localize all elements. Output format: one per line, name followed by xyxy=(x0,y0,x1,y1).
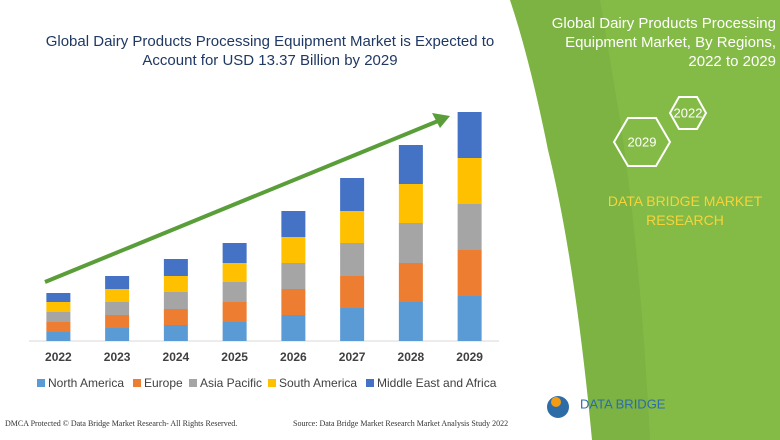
legend-label: Middle East and Africa xyxy=(377,376,497,390)
hex-label: 2029 xyxy=(628,134,657,149)
hexagon xyxy=(612,117,672,167)
bar-segment xyxy=(457,204,482,250)
bar-segment xyxy=(398,184,423,223)
x-tick-label: 2022 xyxy=(45,350,72,364)
bar-segment xyxy=(105,276,130,289)
x-tick-label: 2023 xyxy=(104,350,131,364)
bar-segment xyxy=(340,243,365,276)
bar-segment xyxy=(46,312,71,322)
bar-segment xyxy=(222,302,247,322)
bar-segment xyxy=(46,322,71,332)
x-tick-label: 2024 xyxy=(163,350,190,364)
side-panel-shade xyxy=(600,0,780,440)
bar-segment xyxy=(163,325,188,341)
bar-segment xyxy=(163,259,188,276)
legend-swatch xyxy=(366,379,374,387)
brand: DATA BRIDGE MARKET RESEARCH xyxy=(607,193,763,228)
bar-segment xyxy=(281,237,306,263)
bar-segment xyxy=(281,211,306,237)
bar-segment xyxy=(457,112,482,158)
hex-label: 2022 xyxy=(674,105,703,120)
bar-segment xyxy=(281,315,306,341)
logo-icon xyxy=(551,397,561,407)
bar-segment xyxy=(340,308,365,341)
bar-segment xyxy=(340,178,365,211)
bar-segment xyxy=(281,289,306,315)
chart-title: Global Dairy Products Processing Equipme… xyxy=(45,33,495,69)
bar-segment xyxy=(222,322,247,341)
footer-source: Source: Data Bridge Market Research Mark… xyxy=(293,419,508,428)
bar-segment xyxy=(457,158,482,204)
bar-segment xyxy=(105,328,130,341)
bar-segment xyxy=(398,302,423,341)
bar-segment xyxy=(340,276,365,308)
bar-segment xyxy=(398,223,423,263)
bar-segment xyxy=(398,145,423,184)
legend-swatch xyxy=(268,379,276,387)
arrowhead xyxy=(432,113,450,128)
footer-note: DMCA Protected © Data Bridge Market Rese… xyxy=(5,419,237,428)
bar-segment xyxy=(46,302,71,312)
legend-swatch xyxy=(37,379,45,387)
panel-title: Global Dairy Products Processing Equipme… xyxy=(551,15,776,70)
legend-label: Europe xyxy=(144,376,183,390)
legend-label: South America xyxy=(279,376,357,390)
bar-segment xyxy=(222,243,247,263)
bar-segment xyxy=(163,309,188,325)
bar-segment xyxy=(163,276,188,292)
legend-label: North America xyxy=(48,376,124,390)
x-tick-label: 2025 xyxy=(221,350,248,364)
x-tick-label: 2027 xyxy=(339,350,366,364)
x-tick-label: 2026 xyxy=(280,350,307,364)
bar-segment xyxy=(163,292,188,309)
legend-swatch xyxy=(133,379,141,387)
bar-segment xyxy=(222,263,247,282)
bar-segment xyxy=(340,211,365,243)
bar-segment xyxy=(46,332,71,341)
x-tick-label: 2028 xyxy=(398,350,425,364)
bar-segment xyxy=(457,296,482,341)
x-tick-label: 2029 xyxy=(456,350,483,364)
legend-swatch xyxy=(189,379,197,387)
bar-segment xyxy=(222,282,247,302)
bar-segment xyxy=(105,315,130,328)
logo-text: DATA BRIDGE xyxy=(580,396,666,411)
bar-segment xyxy=(105,302,130,315)
bar-segment xyxy=(457,250,482,296)
bar-segment xyxy=(398,263,423,302)
bar-segment xyxy=(281,263,306,289)
bar-segment xyxy=(46,293,71,302)
trend-arrow xyxy=(44,119,439,284)
bar-segment xyxy=(105,289,130,302)
hexagon xyxy=(668,96,708,130)
legend-label: Asia Pacific xyxy=(200,376,262,390)
